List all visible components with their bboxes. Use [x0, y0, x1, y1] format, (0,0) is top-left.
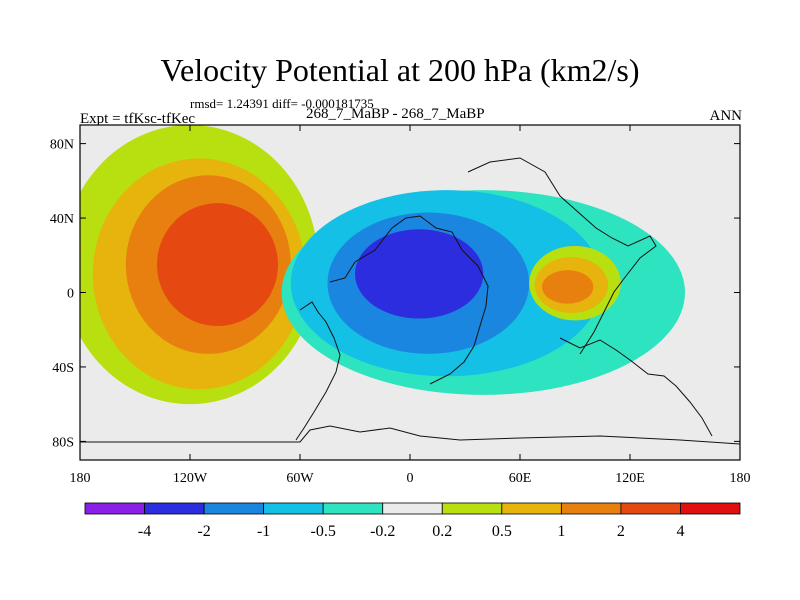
experiment-label: Expt = tfKsc-tfKec — [80, 111, 196, 127]
colorbar-label: -4 — [138, 523, 151, 540]
colorbar-label: -0.5 — [311, 523, 336, 540]
positive-anomaly-indian-ocean-band-1 — [542, 270, 594, 304]
colorbar-label: -1 — [257, 523, 270, 540]
colorbar-swatch — [501, 502, 562, 515]
colorbar-swatch — [322, 502, 384, 515]
colorbar-label: 4 — [676, 523, 684, 540]
x-tick-label: 0 — [407, 471, 414, 486]
negative-anomaly-central-band--2 — [355, 229, 484, 319]
chart-title: Velocity Potential at 200 hPa (km2/s) — [160, 52, 640, 88]
positive-anomaly-west-band-2 — [157, 203, 278, 326]
coastline-maritime — [559, 337, 713, 437]
contour-field-layer — [80, 125, 740, 460]
y-tick-label: 80S — [52, 435, 74, 450]
y-tick-label: 40N — [50, 212, 74, 227]
colorbar: -4 -2 -1 -0.5 -0.2 0.2 0.5 1 2 4 — [84, 502, 741, 540]
coastline-layer — [80, 157, 740, 445]
y-tick-label: 40S — [52, 361, 74, 376]
colorbar-label: 2 — [617, 523, 625, 540]
x-tick-label: 120W — [173, 471, 208, 486]
colorbar-label: 0.2 — [432, 523, 452, 540]
axes-layer: 180 120W 60W 0 60E 120E 180 80N 40N 0 40S 80S — [50, 125, 751, 486]
coastline-antarctica — [80, 425, 740, 445]
colorbar-label: -0.2 — [370, 523, 395, 540]
colorbar-swatch — [441, 502, 503, 515]
coastline-americas — [295, 301, 341, 441]
colorbar-swatch — [263, 502, 324, 515]
colorbar-swatch — [382, 502, 443, 515]
colorbar-swatch — [203, 502, 265, 515]
y-tick-label: 80N — [50, 138, 74, 153]
colorbar-swatch — [620, 502, 681, 515]
y-tick-label: 0 — [67, 287, 74, 302]
x-tick-label: 120E — [615, 471, 645, 486]
colorbar-swatch — [84, 502, 145, 515]
chart-stats: rmsd= 1.24391 diff= -0.000181735 — [190, 96, 374, 111]
x-tick-label: 60W — [286, 471, 314, 486]
colorbar-label: -2 — [197, 523, 210, 540]
x-tick-label: 180 — [730, 471, 751, 486]
colorbar-label: 1 — [557, 523, 565, 540]
coastline-eurasia — [467, 157, 657, 355]
x-tick-label: 60E — [509, 471, 532, 486]
case-label: 268_7_MaBP - 268_7_MaBP — [306, 106, 485, 122]
colorbar-swatch — [680, 502, 741, 515]
colorbar-label: 0.5 — [492, 523, 512, 540]
colorbar-swatch — [144, 502, 205, 515]
x-tick-label: 180 — [70, 471, 91, 486]
season-label: ANN — [709, 108, 743, 124]
coastline-africa-europe — [329, 215, 489, 385]
colorbar-swatch — [560, 502, 622, 515]
